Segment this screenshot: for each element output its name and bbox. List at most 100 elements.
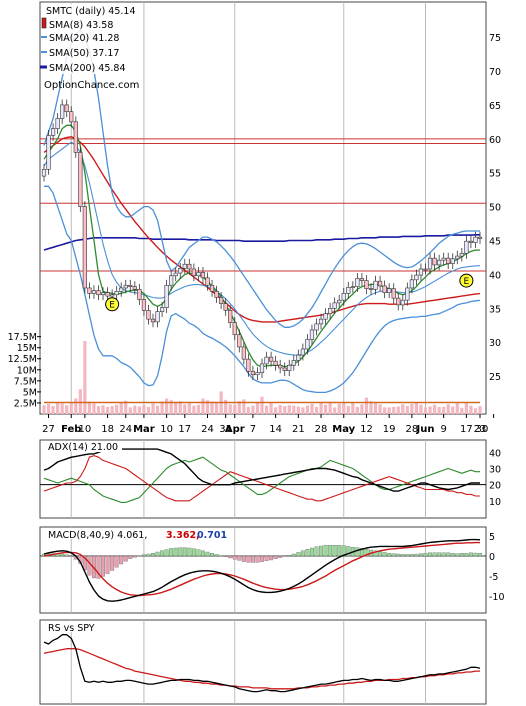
volume-bar	[405, 406, 409, 414]
candle-body	[296, 354, 301, 361]
candle-body	[468, 240, 474, 243]
macd-histogram-bar	[114, 555, 119, 568]
macd-histogram-bar	[210, 553, 214, 557]
volume-bar	[373, 402, 378, 414]
volume-bar	[451, 406, 455, 414]
earnings-markers: EE	[105, 273, 474, 312]
volume-bar	[60, 403, 64, 414]
volume-bar	[337, 403, 341, 414]
macd-histogram-bar	[405, 554, 410, 557]
volume-bar	[133, 405, 137, 414]
rs-lines	[43, 634, 481, 693]
candle-body	[323, 313, 328, 320]
volume-bar	[56, 402, 60, 414]
macd-line	[43, 538, 481, 602]
legend-sma200: SMA(200) 45.84	[49, 63, 126, 74]
adx-panel-frame	[39, 439, 487, 519]
candle-body	[441, 257, 446, 261]
volume-bar	[401, 404, 405, 414]
macd-histogram-bar	[137, 555, 142, 557]
candle-body	[146, 310, 151, 320]
adx-y-tick: 20	[489, 481, 501, 492]
candle-body	[69, 111, 74, 123]
macd-histogram-bar	[396, 553, 401, 557]
macd-histogram-bar	[378, 551, 383, 557]
macd-histogram-bar	[419, 553, 423, 557]
candle-body	[332, 302, 337, 309]
macd-histogram-bar	[105, 555, 110, 574]
candle-body	[164, 284, 169, 308]
macd-histogram-bar	[178, 547, 183, 557]
candle-body	[200, 272, 206, 279]
volume-y-tick: 12.5M	[8, 354, 37, 365]
candle-body	[187, 263, 192, 270]
macd-histogram-bar	[155, 551, 160, 557]
minus-di-line	[43, 455, 480, 502]
volume-bar	[69, 402, 73, 414]
volume-bar	[260, 396, 264, 414]
macd-histogram-bar	[473, 552, 478, 557]
volume-bar	[432, 404, 437, 414]
candle-body	[309, 329, 315, 340]
candle-body	[232, 322, 237, 336]
candle-body	[414, 274, 419, 281]
volume-bar	[387, 407, 391, 414]
candle-body	[287, 364, 292, 371]
macd-histogram-bar	[287, 555, 292, 557]
volume-bar	[314, 406, 319, 414]
x-axis-label: Jun	[416, 424, 435, 435]
volume-bar	[214, 402, 219, 414]
macd-histogram-bar	[101, 555, 105, 577]
macd-histogram-bar	[359, 548, 364, 557]
candle-body	[477, 236, 483, 239]
candle-body	[141, 299, 147, 311]
volume-bar	[155, 405, 160, 414]
volume-bar	[92, 403, 96, 414]
macd-histogram-bar	[455, 553, 460, 557]
macd-histogram-bar	[182, 547, 187, 557]
macd-histogram-bar	[237, 555, 242, 561]
candle-body	[182, 263, 187, 269]
candle-body	[191, 268, 196, 277]
volume-bar	[65, 405, 69, 414]
candle-body	[228, 310, 233, 323]
volume-bar	[205, 400, 210, 414]
candle-body	[282, 367, 287, 371]
adx-y-tick: 30	[489, 464, 501, 475]
macd-lines	[42, 538, 482, 602]
x-axis-label: 10	[160, 424, 173, 435]
volume-bar	[419, 404, 423, 414]
volume-bar	[469, 405, 473, 414]
macd-histogram-bar	[468, 552, 473, 557]
volume-y-tick: 17.5M	[8, 332, 37, 343]
rs-average-line	[43, 648, 480, 690]
macd-histogram-bar	[291, 553, 296, 557]
candle-body	[178, 268, 183, 274]
macd-y-tick: -10	[489, 592, 505, 603]
volume-bar	[274, 407, 278, 414]
candle-body	[373, 280, 378, 290]
candle-body	[473, 236, 478, 243]
price-y-tick: 50	[489, 203, 501, 214]
volume-bar	[278, 405, 282, 414]
volume-bar	[74, 398, 78, 414]
macd-histogram-bar	[282, 555, 287, 557]
macd-histogram-bar	[423, 553, 428, 557]
candle-body	[196, 272, 201, 277]
candle-body	[291, 360, 296, 366]
macd-histogram-bar	[441, 552, 446, 557]
macd-histogram-bar	[319, 545, 323, 557]
x-axis-label: Mar	[133, 424, 155, 435]
volume-bar	[355, 406, 359, 414]
macd-histogram-bar	[69, 555, 74, 557]
candle-body	[105, 292, 110, 297]
candle-body	[368, 288, 374, 290]
macd-histogram-bar	[414, 553, 419, 557]
candle-body	[173, 272, 178, 277]
macd-histogram-bar	[219, 555, 224, 557]
volume-bar	[342, 402, 346, 414]
macd-histogram-bar	[191, 548, 196, 557]
volume-bar	[255, 402, 260, 414]
volume-bar	[369, 401, 373, 414]
